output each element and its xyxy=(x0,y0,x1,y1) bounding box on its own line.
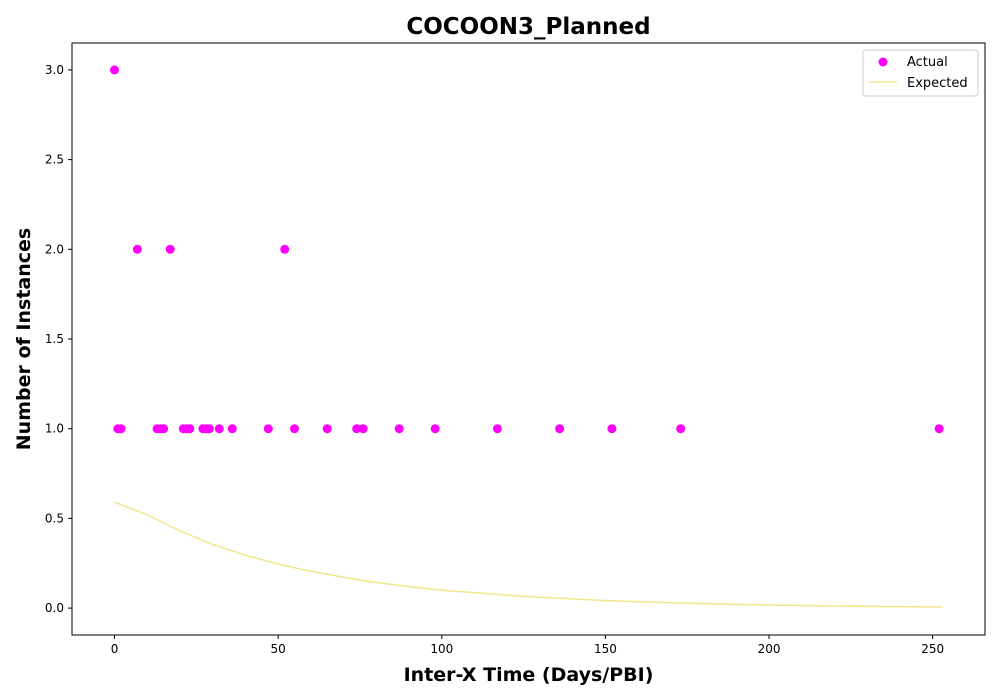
actual-point-22 xyxy=(394,424,404,434)
x-tick-label-5: 250 xyxy=(921,642,944,656)
actual-point-0 xyxy=(110,65,119,75)
y-tick-label-3: 1.5 xyxy=(45,332,64,346)
actual-point-24 xyxy=(492,424,502,434)
actual-point-17 xyxy=(280,244,290,254)
actual-point-18 xyxy=(290,424,299,434)
actual-point-16 xyxy=(263,424,273,434)
y-tick-label-1: 0.5 xyxy=(45,511,64,525)
legend-actual-marker xyxy=(878,57,888,67)
y-tick-label-5: 2.5 xyxy=(45,153,64,167)
actual-point-3 xyxy=(132,244,142,254)
actual-point-15 xyxy=(227,424,237,434)
actual-point-26 xyxy=(607,424,617,434)
actual-point-28 xyxy=(934,424,944,434)
x-tick-label-4: 200 xyxy=(758,642,781,656)
actual-point-2 xyxy=(116,424,126,434)
y-tick-label-4: 2.0 xyxy=(45,242,64,256)
actual-series xyxy=(110,65,944,434)
legend: Actual Expected xyxy=(862,49,979,97)
legend-expected-label: Expected xyxy=(907,76,968,91)
actual-point-25 xyxy=(555,424,565,434)
y-tick-label-0: 0.0 xyxy=(45,601,64,615)
legend-box xyxy=(862,49,979,97)
actual-point-13 xyxy=(204,424,214,434)
expected-series xyxy=(114,501,943,608)
y-axis-label: Number of Instances xyxy=(13,228,35,450)
y-tick-label-2: 1.0 xyxy=(45,422,64,436)
x-tick-label-0: 0 xyxy=(111,642,119,656)
x-axis-label: Inter-X Time (Days/PBI) xyxy=(404,664,654,686)
y-tick-label-6: 3.0 xyxy=(45,63,64,77)
x-tick-label-3: 150 xyxy=(594,642,617,656)
actual-point-19 xyxy=(322,424,332,434)
actual-point-27 xyxy=(676,424,686,434)
x-axis-ticks: 0 50 100 150 200 250 xyxy=(111,635,944,656)
actual-point-6 xyxy=(159,424,169,434)
plot-frame xyxy=(71,42,986,636)
actual-point-20 xyxy=(352,424,362,434)
x-tick-label-1: 50 xyxy=(271,642,286,656)
chart-title: COCOON3_Planned xyxy=(406,14,650,40)
actual-point-23 xyxy=(430,424,440,434)
y-axis-ticks: 0.0 0.5 1.0 1.5 2.0 2.5 3.0 xyxy=(45,63,72,615)
legend-actual-label: Actual xyxy=(907,55,948,70)
actual-point-10 xyxy=(185,424,195,434)
actual-point-7 xyxy=(165,244,175,254)
x-tick-label-2: 100 xyxy=(430,642,453,656)
actual-point-14 xyxy=(214,424,224,434)
actual-point-21 xyxy=(358,424,368,434)
expected-line xyxy=(114,501,943,608)
